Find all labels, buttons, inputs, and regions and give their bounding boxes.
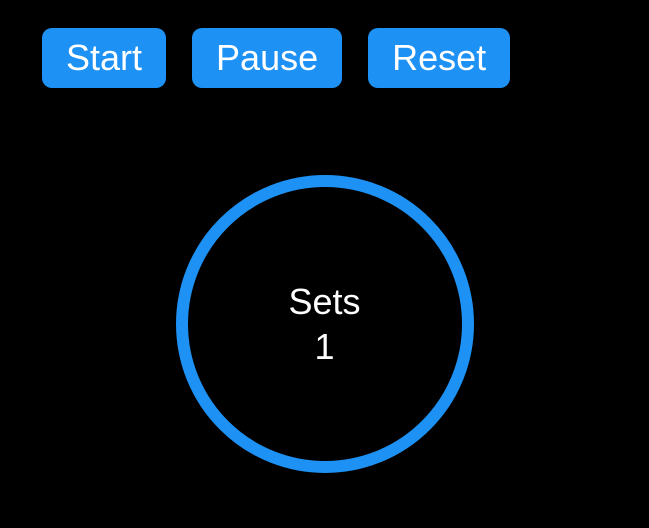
sets-value: 1 [314,325,334,368]
sets-counter-circle: Sets 1 [176,175,474,473]
pause-button[interactable]: Pause [192,28,342,88]
sets-label: Sets [288,280,360,323]
progress-ring: Sets 1 [176,175,474,473]
control-button-row: Start Pause Reset [0,0,649,88]
reset-button[interactable]: Reset [368,28,510,88]
start-button[interactable]: Start [42,28,166,88]
